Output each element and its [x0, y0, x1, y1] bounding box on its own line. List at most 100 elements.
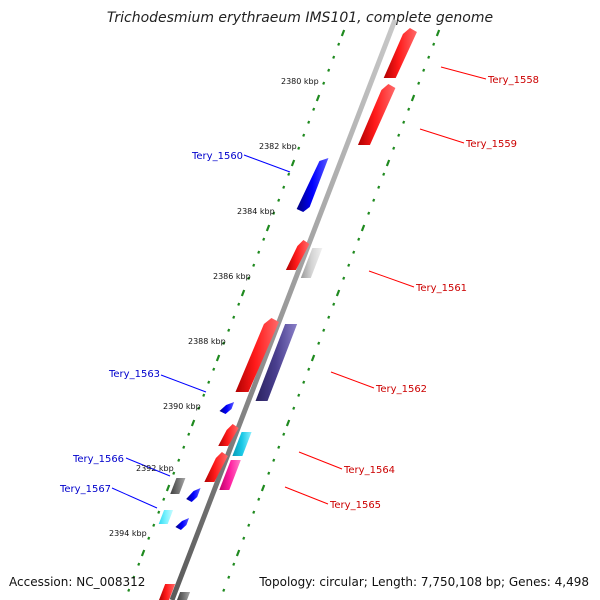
tick-mark	[287, 172, 291, 176]
gene-label-tery-1558: Tery_1558	[487, 75, 539, 86]
gene-labels: Tery_1558 Tery_1559 Tery_1560 Tery_1561 …	[59, 75, 539, 511]
tick-mark	[157, 510, 161, 514]
leader-line	[330, 371, 375, 389]
cog-tery-1564	[232, 432, 252, 456]
tick-mark	[385, 159, 391, 167]
tick-mark	[235, 549, 241, 557]
tick-mark	[162, 497, 166, 501]
gene-tery-1564	[218, 424, 239, 446]
tick-mark	[227, 328, 231, 332]
cog-tery-1567	[158, 510, 174, 524]
tick-mark	[177, 458, 181, 462]
tick-mark	[247, 523, 251, 527]
tick-mark	[332, 55, 336, 59]
tick-mark	[132, 575, 136, 579]
gene-label-tery-1563: Tery_1563	[108, 369, 160, 380]
tick-mark	[332, 302, 336, 306]
cog-tery-1565	[219, 460, 241, 490]
gene-tery-1558	[383, 28, 417, 78]
tick-mark	[340, 29, 346, 37]
tick-mark	[237, 302, 241, 306]
tick-mark	[182, 445, 186, 449]
tick-mark	[307, 367, 311, 371]
cog-tery-1561	[300, 248, 323, 278]
tick-label: 2394 kbp	[109, 529, 147, 538]
tick-mark	[382, 172, 386, 176]
tick-mark	[315, 94, 321, 102]
tick-mark	[422, 68, 426, 72]
tick-mark	[227, 575, 231, 579]
tick-mark	[240, 289, 246, 297]
tick-mark	[297, 393, 301, 397]
leader-line	[298, 451, 343, 470]
tick-mark	[247, 276, 251, 280]
tick-mark	[172, 471, 176, 475]
tick-mark	[337, 42, 341, 46]
leader-line	[243, 154, 291, 173]
gene-partial-grey	[177, 592, 191, 600]
gene-label-tery-1562: Tery_1562	[375, 384, 427, 395]
tick-mark	[357, 237, 361, 241]
tick-mark	[347, 263, 351, 267]
tick-mark	[392, 146, 396, 150]
tick-mark	[407, 107, 411, 111]
tick-mark	[302, 133, 306, 137]
tick-label: 2386 kbp	[213, 272, 251, 281]
tick-mark	[277, 198, 281, 202]
tick-mark	[410, 94, 416, 102]
tick-mark	[432, 42, 436, 46]
tick-mark	[152, 523, 156, 527]
tick-mark	[322, 81, 326, 85]
genome-backbone	[169, 19, 398, 600]
tick-mark	[302, 380, 306, 384]
tick-mark	[252, 263, 256, 267]
tick-mark	[207, 380, 211, 384]
tick-mark	[397, 133, 401, 137]
tick-mark	[435, 29, 441, 37]
tick-mark	[222, 341, 226, 345]
tick-mark	[215, 354, 221, 362]
gene-label-tery-1566: Tery_1566	[72, 454, 124, 465]
tick-mark	[327, 68, 331, 72]
tick-label: 2388 kbp	[188, 337, 226, 346]
tick-label: 2380 kbp	[281, 77, 319, 86]
gene-tery-1566	[186, 488, 201, 502]
tick-mark	[282, 185, 286, 189]
tick-labels: 2380 kbp 2382 kbp 2384 kbp 2386 kbp 2388…	[109, 77, 319, 538]
tick-mark	[257, 497, 261, 501]
tick-mark	[327, 315, 331, 319]
tick-mark	[232, 562, 236, 566]
tick-dots	[127, 29, 441, 592]
tick-mark	[260, 484, 266, 492]
gene-features	[158, 28, 417, 600]
tick-mark	[322, 328, 326, 332]
tick-label: 2382 kbp	[259, 142, 297, 151]
tick-mark	[222, 588, 226, 592]
tick-mark	[367, 211, 371, 215]
tick-label: 2392 kbp	[136, 464, 174, 473]
tick-mark	[242, 536, 246, 540]
tick-mark	[290, 159, 296, 167]
cog-tery-1562	[255, 324, 298, 401]
leader-line	[419, 128, 465, 144]
gene-label-tery-1559: Tery_1559	[465, 139, 517, 150]
tick-mark	[147, 536, 151, 540]
gene-partial-red	[159, 584, 176, 600]
gene-label-tery-1567: Tery_1567	[59, 484, 111, 495]
gene-tery-1567	[175, 518, 190, 530]
leader-lines	[111, 66, 487, 509]
tick-mark	[137, 562, 141, 566]
tick-mark	[307, 120, 311, 124]
tick-mark	[212, 367, 216, 371]
tick-mark	[232, 315, 236, 319]
tick-mark	[310, 354, 316, 362]
tick-mark	[202, 393, 206, 397]
gene-tery-1562	[235, 318, 279, 392]
tick-mark	[317, 341, 321, 345]
gene-label-tery-1565: Tery_1565	[329, 500, 381, 511]
tick-mark	[360, 224, 366, 232]
leader-line	[111, 487, 158, 509]
tick-mark	[257, 250, 261, 254]
leader-line	[440, 66, 487, 80]
leader-line	[125, 457, 171, 477]
